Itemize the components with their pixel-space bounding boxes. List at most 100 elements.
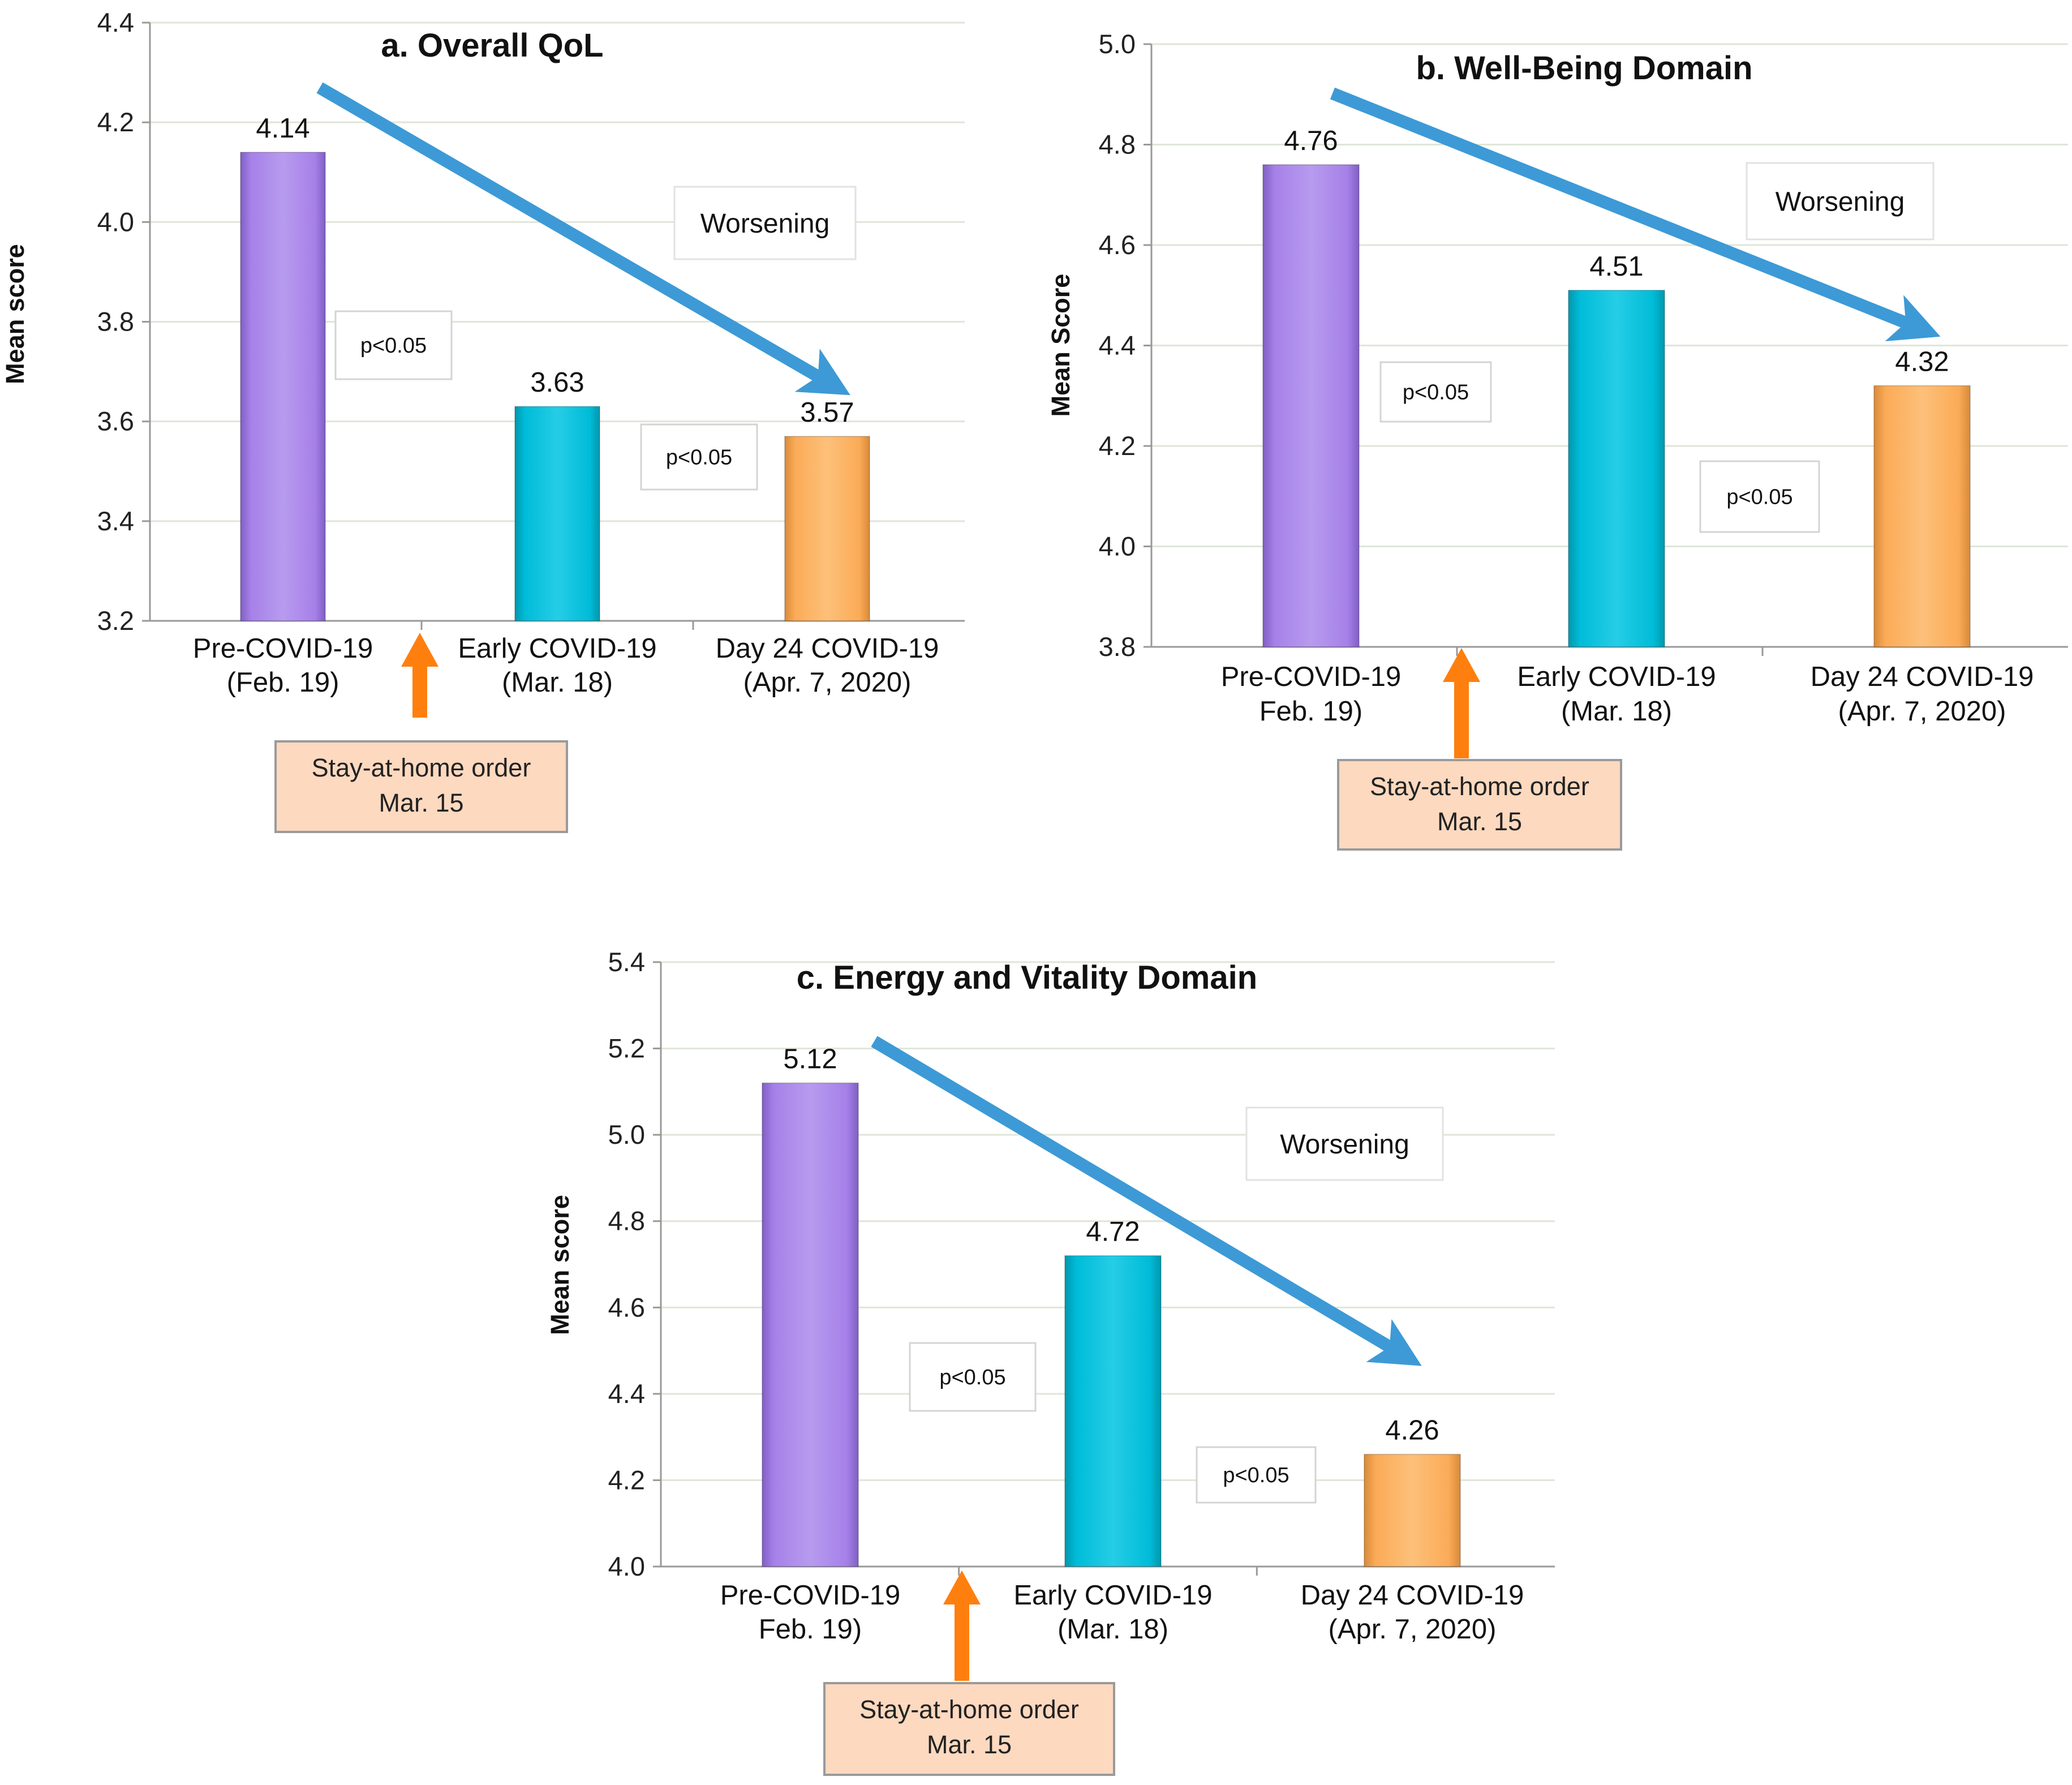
annotation-date: Mar. 15 xyxy=(927,1730,1012,1759)
annotation-date: Mar. 15 xyxy=(1437,807,1522,836)
trend-label-box xyxy=(673,186,857,260)
p-value-label: p<0.05 xyxy=(666,446,732,470)
y-axis-label: Mean Score xyxy=(1046,274,1075,417)
order-arrow-shaft xyxy=(412,664,427,718)
order-arrow-head xyxy=(401,633,439,667)
trend-arrow xyxy=(1330,87,1941,341)
y-tick-label: 3.8 xyxy=(97,307,134,337)
y-tick-label: 4.6 xyxy=(1099,230,1136,260)
p-value-label: p<0.05 xyxy=(1726,486,1792,509)
p-value-label: p<0.05 xyxy=(1403,381,1469,405)
y-tick-label: 4.4 xyxy=(1099,331,1136,361)
category-label: Pre-COVID-19 xyxy=(720,1580,901,1611)
y-axis-label: Mean score xyxy=(1,244,29,384)
category-label-sub: (Mar. 18) xyxy=(1561,696,1672,727)
y-tick-label: 5.0 xyxy=(608,1119,645,1149)
bar xyxy=(514,406,600,621)
y-tick-label: 5.0 xyxy=(1099,29,1136,59)
bar xyxy=(1873,385,1971,647)
trend-label: Worsening xyxy=(1776,187,1905,217)
trend-arrow xyxy=(871,1036,1422,1366)
category-label-sub: Feb. 19) xyxy=(1259,696,1362,727)
annotation-date: Mar. 15 xyxy=(379,788,463,817)
p-value-label: p<0.05 xyxy=(360,334,427,358)
order-arrow-head xyxy=(1443,648,1480,682)
annotation-label: Stay-at-home order xyxy=(1370,772,1589,801)
y-tick-label: 3.6 xyxy=(97,406,134,436)
y-tick-label: 4.0 xyxy=(1099,531,1136,561)
y-tick-label: 5.4 xyxy=(608,947,645,977)
bar-value-label: 5.12 xyxy=(783,1044,837,1075)
p-value-box xyxy=(1699,460,1820,533)
trend-label: Worsening xyxy=(700,209,830,239)
bar-value-label: 4.76 xyxy=(1284,126,1338,156)
category-label: Pre-COVID-19 xyxy=(193,633,373,664)
y-tick-label: 3.8 xyxy=(1099,632,1136,662)
bar xyxy=(240,152,326,621)
category-label: Day 24 COVID-19 xyxy=(716,633,939,664)
p-value-box xyxy=(909,1342,1037,1412)
y-tick-label: 3.4 xyxy=(97,506,134,536)
y-tick-label: 4.2 xyxy=(608,1465,645,1495)
category-label: Early COVID-19 xyxy=(458,633,656,664)
p-value-box xyxy=(640,423,758,491)
category-label-sub: Feb. 19) xyxy=(759,1614,862,1645)
bar-value-label: 4.32 xyxy=(1895,347,1949,377)
annotation-box xyxy=(274,740,568,833)
category-label-sub: (Mar. 18) xyxy=(1058,1614,1168,1645)
category-label-sub: (Feb. 19) xyxy=(227,667,339,698)
y-tick-label: 5.2 xyxy=(608,1033,645,1063)
y-tick-label: 3.2 xyxy=(97,606,134,636)
order-arrow-head xyxy=(943,1571,981,1604)
p-value-box xyxy=(1379,361,1492,423)
y-tick-label: 4.2 xyxy=(1099,431,1136,461)
bar-value-label: 4.51 xyxy=(1589,251,1643,282)
chart-title: c. Energy and Vitality Domain xyxy=(797,959,1257,996)
bar-value-label: 4.72 xyxy=(1086,1217,1140,1247)
category-label-sub: (Apr. 7, 2020) xyxy=(1838,696,2006,727)
category-label: Early COVID-19 xyxy=(1517,662,1716,692)
order-arrow-shaft xyxy=(955,1602,969,1681)
p-value-label: p<0.05 xyxy=(1223,1464,1289,1487)
y-tick-label: 4.2 xyxy=(97,107,134,137)
category-label: Day 24 COVID-19 xyxy=(1811,662,2034,692)
chart-b: 3.8 4.0 4.2 4.4 4.6 4.8 5.0 4.76 4.51 4.32 Pre-COV… xyxy=(1046,29,2068,851)
y-tick-label: 4.8 xyxy=(608,1206,645,1236)
chart-title: a. Overall QoL xyxy=(381,27,603,64)
trend-arrow xyxy=(316,82,850,396)
y-axis-label: Mean score xyxy=(545,1195,574,1335)
chart-a: 3.2 3.4 3.6 3.8 4.0 4.2 4.4 4.14 3.63 3.57 Pre-COV… xyxy=(1,7,965,833)
category-label-sub: (Apr. 7, 2020) xyxy=(743,667,912,698)
annotation-label: Stay-at-home order xyxy=(859,1695,1079,1724)
bar xyxy=(762,1082,859,1567)
order-arrow-shaft xyxy=(1454,679,1469,758)
annotation-box xyxy=(823,1682,1115,1776)
bar-value-label: 4.26 xyxy=(1385,1415,1439,1446)
y-tick-label: 4.0 xyxy=(608,1551,645,1581)
y-tick-label: 4.4 xyxy=(608,1379,645,1409)
bar xyxy=(1262,164,1360,647)
y-tick-label: 4.6 xyxy=(608,1292,645,1322)
y-tick-label: 4.4 xyxy=(97,7,134,37)
y-tick-label: 4.8 xyxy=(1099,130,1136,160)
bar-value-label: 3.63 xyxy=(530,367,584,398)
category-label-sub: (Apr. 7, 2020) xyxy=(1329,1614,1497,1645)
bar xyxy=(784,436,870,621)
category-label: Early COVID-19 xyxy=(1013,1580,1212,1611)
annotation-box xyxy=(1337,759,1622,851)
annotation-label: Stay-at-home order xyxy=(312,753,531,782)
p-value-box xyxy=(1196,1446,1317,1504)
p-value-label: p<0.05 xyxy=(939,1366,1005,1389)
p-value-box xyxy=(334,310,453,380)
category-label: Pre-COVID-19 xyxy=(1221,662,1402,692)
category-label: Day 24 COVID-19 xyxy=(1301,1580,1524,1611)
bar xyxy=(1064,1255,1162,1568)
y-tick-label: 4.0 xyxy=(97,207,134,237)
bar xyxy=(1568,289,1665,647)
bar-value-label: 3.57 xyxy=(800,397,854,428)
trend-label-box xyxy=(1245,1106,1444,1181)
bar-value-label: 4.14 xyxy=(256,113,309,144)
trend-label: Worsening xyxy=(1280,1130,1409,1160)
bar xyxy=(1364,1453,1461,1568)
